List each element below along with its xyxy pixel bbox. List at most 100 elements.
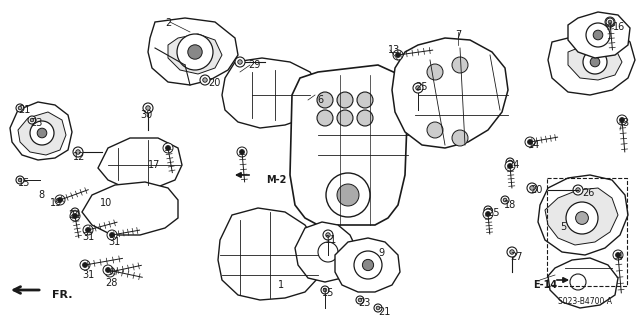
Circle shape xyxy=(576,188,580,192)
Circle shape xyxy=(605,17,615,27)
Circle shape xyxy=(235,57,245,67)
Circle shape xyxy=(358,298,362,302)
Circle shape xyxy=(317,92,333,108)
Circle shape xyxy=(146,106,150,110)
Polygon shape xyxy=(392,38,508,148)
Text: 26: 26 xyxy=(582,188,595,198)
Circle shape xyxy=(237,147,247,157)
Circle shape xyxy=(486,208,490,212)
Text: 31: 31 xyxy=(82,232,94,242)
Text: 15: 15 xyxy=(18,178,30,188)
Circle shape xyxy=(30,118,34,122)
Text: 12: 12 xyxy=(73,152,85,162)
Circle shape xyxy=(28,116,36,124)
Circle shape xyxy=(616,253,621,257)
Circle shape xyxy=(362,259,374,271)
Text: M-2: M-2 xyxy=(266,175,286,185)
Polygon shape xyxy=(10,102,72,160)
Circle shape xyxy=(76,150,80,154)
Circle shape xyxy=(413,83,423,93)
Text: 17: 17 xyxy=(148,160,161,170)
Circle shape xyxy=(105,267,115,277)
Circle shape xyxy=(239,150,244,154)
Text: 20: 20 xyxy=(530,185,542,195)
Circle shape xyxy=(55,195,65,205)
Circle shape xyxy=(396,53,401,57)
Circle shape xyxy=(188,45,202,59)
Circle shape xyxy=(16,176,24,184)
Polygon shape xyxy=(548,28,635,95)
Text: 31: 31 xyxy=(108,237,120,247)
Text: 3: 3 xyxy=(622,118,628,128)
Text: E-14: E-14 xyxy=(533,280,557,290)
Circle shape xyxy=(613,250,623,260)
Text: 13: 13 xyxy=(388,45,400,55)
Text: 21: 21 xyxy=(378,307,390,317)
Circle shape xyxy=(570,274,586,290)
Circle shape xyxy=(37,128,47,138)
Circle shape xyxy=(527,183,537,193)
Circle shape xyxy=(71,208,79,216)
Circle shape xyxy=(374,304,382,312)
Text: 18: 18 xyxy=(504,200,516,210)
Polygon shape xyxy=(568,12,630,58)
Circle shape xyxy=(323,230,333,240)
Circle shape xyxy=(484,206,492,214)
Text: 24: 24 xyxy=(507,160,520,170)
Circle shape xyxy=(317,110,333,126)
Circle shape xyxy=(70,211,80,221)
Circle shape xyxy=(143,103,153,113)
Circle shape xyxy=(73,210,77,214)
Circle shape xyxy=(326,173,370,217)
Circle shape xyxy=(452,130,468,146)
Circle shape xyxy=(506,158,514,166)
Text: 7: 7 xyxy=(455,30,461,40)
Text: S023-B4700 A: S023-B4700 A xyxy=(558,297,612,306)
Circle shape xyxy=(86,227,90,233)
Text: 23: 23 xyxy=(358,298,371,308)
Polygon shape xyxy=(290,65,408,225)
Text: 2: 2 xyxy=(165,18,172,28)
Circle shape xyxy=(507,247,517,257)
Circle shape xyxy=(107,230,117,240)
Text: 31: 31 xyxy=(82,270,94,280)
Text: 29: 29 xyxy=(248,60,260,70)
Circle shape xyxy=(321,286,329,294)
Circle shape xyxy=(200,75,210,85)
Text: 9: 9 xyxy=(378,248,384,258)
Circle shape xyxy=(620,117,625,122)
Text: FR.: FR. xyxy=(52,290,72,300)
Circle shape xyxy=(72,213,77,219)
Circle shape xyxy=(18,178,22,182)
Circle shape xyxy=(583,50,607,74)
Circle shape xyxy=(566,202,598,234)
Circle shape xyxy=(337,184,359,206)
Text: 11: 11 xyxy=(325,235,337,245)
Circle shape xyxy=(393,50,403,60)
Polygon shape xyxy=(18,112,66,155)
Polygon shape xyxy=(548,258,618,308)
Circle shape xyxy=(73,147,83,157)
Circle shape xyxy=(177,34,213,70)
Text: 27: 27 xyxy=(510,252,522,262)
Circle shape xyxy=(237,60,243,64)
Circle shape xyxy=(575,211,588,224)
Circle shape xyxy=(108,270,113,275)
Circle shape xyxy=(103,265,113,275)
Circle shape xyxy=(357,110,373,126)
Circle shape xyxy=(486,211,490,217)
Polygon shape xyxy=(545,188,618,245)
Polygon shape xyxy=(82,182,178,235)
Circle shape xyxy=(337,110,353,126)
Circle shape xyxy=(163,143,173,153)
Circle shape xyxy=(452,57,468,73)
Text: 23: 23 xyxy=(30,118,42,128)
Circle shape xyxy=(58,197,63,203)
Polygon shape xyxy=(335,238,400,292)
Text: 21: 21 xyxy=(18,105,30,115)
Circle shape xyxy=(427,122,443,138)
Text: 15: 15 xyxy=(322,288,334,298)
Circle shape xyxy=(356,296,364,304)
Circle shape xyxy=(354,251,382,279)
Polygon shape xyxy=(98,138,182,190)
